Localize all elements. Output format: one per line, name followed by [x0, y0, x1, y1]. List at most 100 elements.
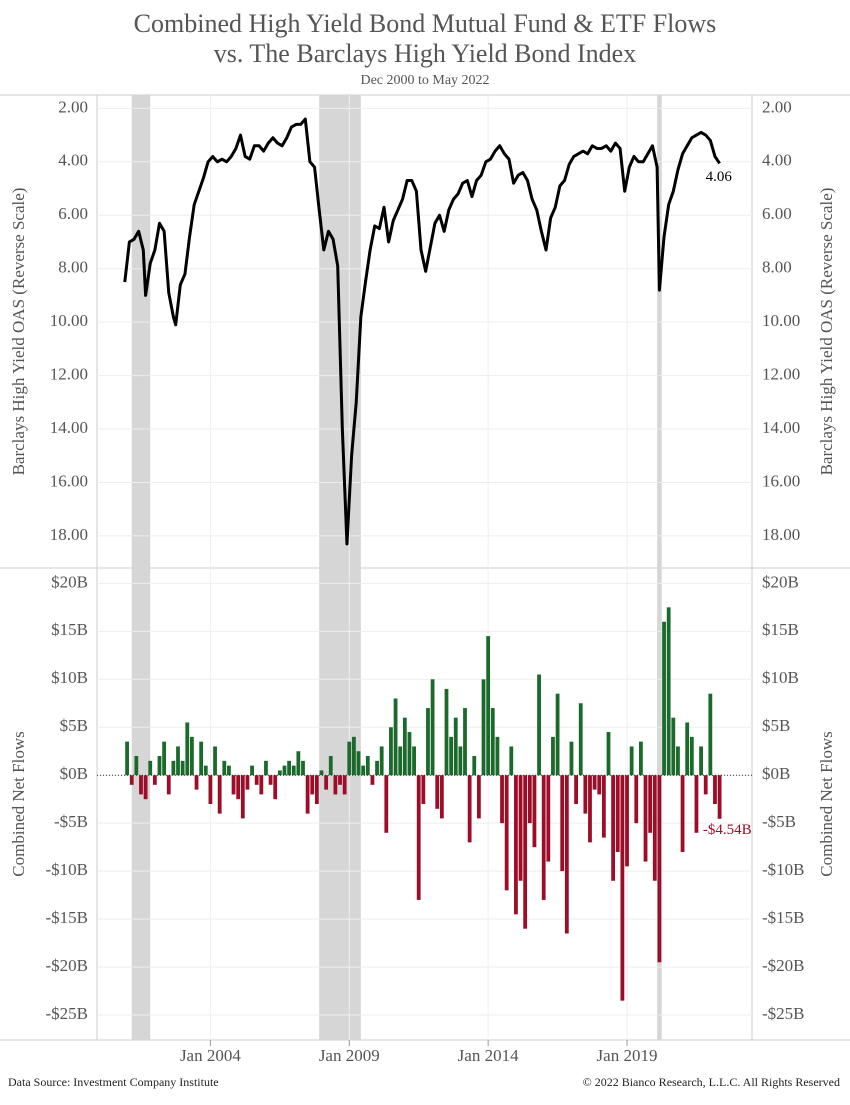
- flow-bar: [250, 765, 254, 776]
- flow-bar: [342, 775, 347, 795]
- flow-bar: [338, 775, 342, 785]
- flow-bar: [208, 775, 213, 804]
- flow-bar: [176, 746, 180, 776]
- y-tick-label: 10.00: [50, 311, 88, 330]
- flow-bar: [430, 679, 435, 776]
- flow-bar: [676, 746, 680, 776]
- x-tick-label: Jan 2019: [597, 1046, 658, 1065]
- flow-bar: [370, 775, 375, 785]
- recession-shading: [319, 568, 361, 1040]
- recession-shading: [131, 568, 151, 1040]
- flow-bar: [639, 741, 643, 776]
- flow-bar: [412, 746, 416, 776]
- flow-bar: [231, 775, 236, 795]
- oas-line: [123, 117, 721, 546]
- x-tick-label: Jan 2014: [458, 1046, 519, 1065]
- flow-bar: [481, 679, 486, 776]
- y2-tick-label: $20B: [762, 572, 799, 591]
- flow-bar: [699, 746, 703, 776]
- flow-bar: [625, 775, 629, 867]
- y2-tick-label: $0B: [762, 764, 790, 783]
- flow-bar: [476, 775, 481, 819]
- y-tick-label: 8.00: [58, 258, 88, 277]
- flow-bar: [634, 775, 639, 824]
- flow-bar: [333, 775, 338, 795]
- flow-bar: [217, 775, 222, 814]
- flow-bar: [467, 775, 472, 843]
- y2-tick-label: $5B: [762, 716, 790, 735]
- flow-bar: [588, 775, 592, 843]
- bar-value-label: -$4.54B: [703, 822, 752, 838]
- flow-bar: [352, 736, 356, 776]
- y2-tick-label: -$15B: [762, 908, 805, 927]
- y2-axis-title: Combined Net Flows: [817, 731, 836, 876]
- flow-bar: [171, 760, 176, 776]
- flow-bar: [310, 775, 315, 795]
- flow-bar: [439, 775, 444, 819]
- chart-title: Combined High Yield Bond Mutual Fund & E…: [134, 9, 717, 38]
- flow-bar: [139, 775, 143, 795]
- flow-bar: [356, 751, 361, 776]
- flow-bar: [546, 775, 551, 862]
- y2-tick-label: $15B: [762, 620, 799, 639]
- chart-title: vs. The Barclays High Yield Bond Index: [214, 39, 636, 68]
- flow-bar: [393, 698, 398, 776]
- y2-tick-label: -$10B: [762, 860, 805, 879]
- flow-bar: [389, 727, 393, 776]
- flow-bar: [277, 770, 282, 776]
- recession-shading: [657, 95, 662, 568]
- flow-bar: [504, 775, 509, 891]
- flow-bar: [463, 708, 467, 776]
- flow-bar: [555, 693, 560, 776]
- flow-bar: [449, 736, 454, 776]
- flow-bar: [134, 756, 139, 776]
- chart-subtitle: Dec 2000 to May 2022: [360, 73, 489, 88]
- flow-bar: [541, 775, 546, 900]
- flow-bar: [213, 746, 217, 776]
- flow-bar: [583, 775, 588, 814]
- flow-bar: [199, 741, 204, 776]
- y2-tick-label: 14.00: [762, 418, 800, 437]
- flow-bar: [379, 746, 384, 776]
- flow-bar: [287, 760, 292, 776]
- y-tick-label: 16.00: [50, 471, 88, 490]
- y2-tick-label: 10.00: [762, 311, 800, 330]
- flow-bar: [620, 775, 625, 1001]
- y2-tick-label: 16.00: [762, 471, 800, 490]
- flow-bar: [717, 775, 722, 819]
- y-tick-label: $15B: [51, 620, 88, 639]
- flow-bar: [472, 756, 477, 776]
- y2-tick-label: -$5B: [762, 812, 796, 831]
- y-tick-label: 2.00: [58, 97, 88, 116]
- flow-bar: [162, 741, 167, 776]
- flow-bar: [578, 703, 583, 776]
- flow-bar: [416, 775, 421, 900]
- y2-tick-label: $10B: [762, 668, 799, 687]
- flow-bar: [157, 756, 162, 776]
- y-tick-label: 12.00: [50, 364, 88, 383]
- y-tick-label: $10B: [51, 668, 88, 687]
- flow-bar: [537, 674, 541, 776]
- flow-bar: [666, 607, 671, 776]
- flow-bar: [194, 775, 199, 790]
- flow-bar: [143, 775, 148, 800]
- flow-bar: [398, 746, 403, 776]
- flow-bar: [490, 708, 495, 776]
- flow-bar: [713, 775, 717, 804]
- flow-bar: [402, 717, 407, 776]
- flow-bar: [629, 746, 634, 776]
- flow-bar: [375, 760, 379, 776]
- flow-bar: [574, 775, 578, 804]
- flow-bar: [500, 775, 504, 824]
- flow-bar: [236, 775, 241, 800]
- y2-tick-label: 4.00: [762, 151, 792, 170]
- flow-bar: [152, 775, 157, 785]
- flow-bar: [643, 775, 648, 862]
- flow-bar: [615, 775, 620, 852]
- flow-bar: [148, 760, 153, 776]
- flow-bar: [227, 765, 231, 776]
- flow-bar: [551, 736, 555, 776]
- flow-bar: [166, 775, 171, 795]
- flow-bar: [689, 736, 694, 776]
